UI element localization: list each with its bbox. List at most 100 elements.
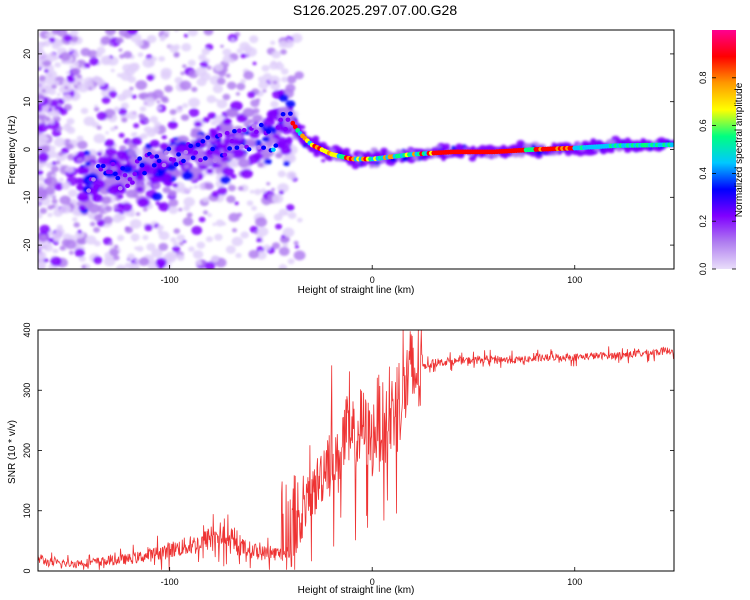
heatmap-blob xyxy=(261,64,270,72)
heatmap-blob xyxy=(100,36,111,45)
heatmap-blob xyxy=(231,236,243,247)
heatmap-blob xyxy=(280,49,287,55)
heatmap-blob xyxy=(116,234,125,242)
heatmap-blob xyxy=(257,76,266,83)
heatmap-blob xyxy=(200,72,211,82)
heatmap-blob xyxy=(75,177,85,185)
heatmap-blob xyxy=(188,108,200,117)
heatmap-blob xyxy=(43,258,49,263)
heatmap-blob xyxy=(41,162,47,167)
heatmap-blob xyxy=(93,214,103,222)
heatmap-ridge-segment xyxy=(188,143,194,149)
heatmap-ridge-segment xyxy=(137,156,143,161)
heatmap-y-tick-label: 10 xyxy=(22,97,32,107)
heatmap-ridge-segment xyxy=(280,111,286,117)
heatmap-blob xyxy=(119,145,127,152)
heatmap-x-axis-label: Height of straight line (km) xyxy=(298,285,415,296)
colorbar-gradient xyxy=(712,30,736,269)
heatmap-blob xyxy=(564,150,572,157)
heatmap-blob xyxy=(335,146,340,150)
heatmap-blob xyxy=(112,114,118,119)
heatmap-blob xyxy=(455,143,463,149)
heatmap-blob xyxy=(231,228,238,233)
heatmap-blob xyxy=(199,61,209,69)
heatmap-blob xyxy=(140,156,149,163)
heatmap-blob xyxy=(140,133,148,140)
heatmap-blob xyxy=(38,190,48,201)
heatmap-blob xyxy=(207,112,217,120)
heatmap-blob xyxy=(105,205,113,212)
heatmap-ridge-segment xyxy=(229,138,235,144)
heatmap-blob xyxy=(204,261,216,269)
heatmap-blob xyxy=(173,228,181,234)
heatmap-blob xyxy=(120,71,132,81)
heatmap-blob xyxy=(299,125,306,130)
heatmap-blob xyxy=(232,148,245,159)
heatmap-blob xyxy=(64,86,69,90)
heatmap-blob xyxy=(275,223,283,230)
heatmap-blob xyxy=(160,95,168,102)
heatmap-blob xyxy=(172,183,179,188)
heatmap-ridge-segment xyxy=(205,135,211,140)
heatmap-blob xyxy=(218,166,224,171)
heatmap-blob xyxy=(250,99,260,108)
heatmap-blob xyxy=(174,76,183,84)
heatmap-blob xyxy=(297,217,303,223)
heatmap-blob xyxy=(178,241,184,246)
heatmap-blob xyxy=(143,126,153,134)
heatmap-blob xyxy=(228,152,235,158)
snr-x-tick-label: -100 xyxy=(161,577,179,587)
heatmap-blob xyxy=(212,149,222,156)
heatmap-blob xyxy=(249,35,259,44)
heatmap-blob xyxy=(48,37,56,43)
heatmap-blob xyxy=(156,100,161,104)
heatmap-blob xyxy=(159,37,165,42)
heatmap-blob xyxy=(220,125,234,135)
heatmap-blob xyxy=(278,264,288,269)
colorbar-tick-label: 0.6 xyxy=(698,119,708,132)
heatmap-blob xyxy=(214,98,219,102)
heatmap-blob xyxy=(80,107,89,115)
heatmap-blob xyxy=(95,52,103,58)
heatmap-blob xyxy=(72,61,80,67)
heatmap-blob xyxy=(354,153,360,158)
heatmap-blob xyxy=(91,86,96,90)
heatmap-blob xyxy=(122,89,133,99)
heatmap-blob xyxy=(43,40,51,47)
heatmap-blob xyxy=(171,117,176,122)
heatmap-blob xyxy=(275,62,285,71)
heatmap-blob xyxy=(59,51,71,61)
heatmap-ridge-segment xyxy=(246,147,252,152)
heatmap-blob xyxy=(131,263,136,268)
heatmap-ridge-core xyxy=(86,111,674,193)
heatmap-blob xyxy=(227,33,238,43)
heatmap-blob xyxy=(131,184,136,189)
heatmap-blob xyxy=(43,244,53,252)
heatmap-blob xyxy=(65,70,71,75)
heatmap-blob xyxy=(255,217,268,228)
heatmap-blob xyxy=(202,210,209,215)
heatmap-blob xyxy=(271,193,284,204)
heatmap-blob xyxy=(61,181,71,189)
heatmap-blob xyxy=(212,84,224,94)
heatmap-blob xyxy=(76,183,84,190)
heatmap-blob xyxy=(151,248,163,258)
heatmap-blob xyxy=(256,237,262,243)
heatmap-blob xyxy=(76,201,83,207)
heatmap-blob xyxy=(238,158,250,168)
heatmap-blob xyxy=(137,52,144,58)
heatmap-blob xyxy=(130,233,140,242)
heatmap-blob xyxy=(160,70,172,80)
heatmap-blob xyxy=(251,205,257,211)
heatmap-ridge-segment xyxy=(193,150,198,155)
heatmap-blob xyxy=(237,186,244,191)
snr-y-tick-label: 100 xyxy=(22,503,32,518)
heatmap-blob xyxy=(380,147,388,154)
heatmap-blob xyxy=(113,106,120,112)
heatmap-blob xyxy=(246,118,254,124)
heatmap-blob xyxy=(149,115,158,123)
heatmap-blob xyxy=(272,80,278,85)
heatmap-blob xyxy=(150,56,158,62)
heatmap-blob xyxy=(503,155,508,159)
heatmap-blob xyxy=(151,192,163,201)
